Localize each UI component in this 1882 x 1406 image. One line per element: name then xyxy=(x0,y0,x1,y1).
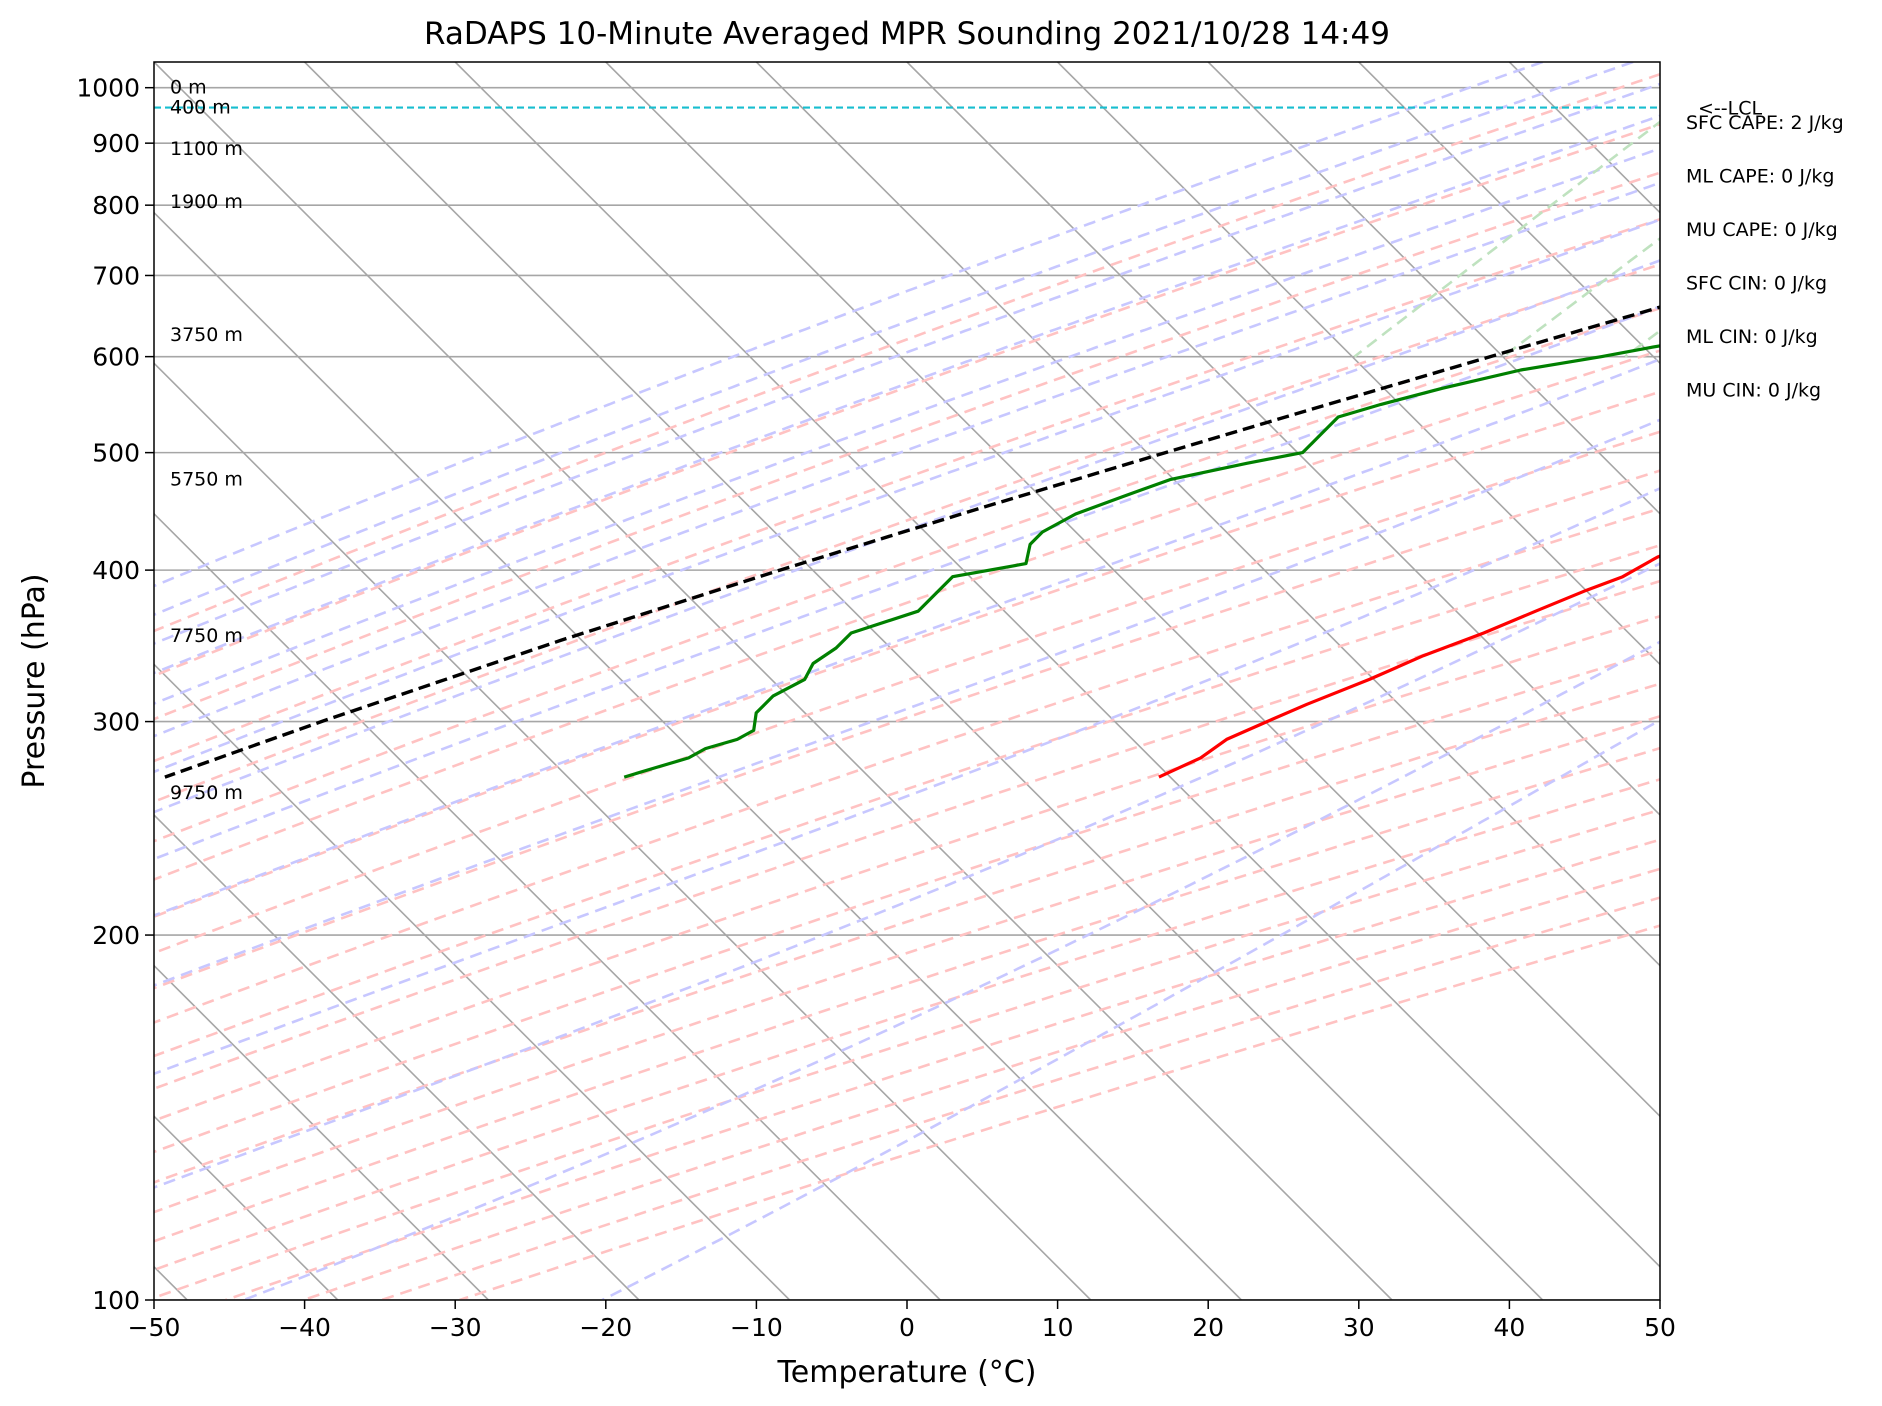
isotherm-line xyxy=(154,62,1393,1300)
dry-adiabat-line xyxy=(154,778,1660,1272)
moist-adiabat-line xyxy=(154,62,1544,588)
height-label: 3750 m xyxy=(170,324,243,346)
isotherm-line xyxy=(1508,62,1660,214)
index-readout: SFC CIN: 0 J/kg xyxy=(1686,273,1827,295)
temperature-profile-line xyxy=(1158,554,1660,779)
index-readout: ML CAPE: 0 J/kg xyxy=(1686,166,1834,188)
x-tick-label: −50 xyxy=(128,1313,181,1342)
dry-adiabat-line xyxy=(154,682,1660,1184)
isotherm-line xyxy=(154,964,489,1300)
isotherm-line xyxy=(454,62,1660,1268)
dry-adiabat-line xyxy=(154,469,1660,990)
index-readout: MU CAPE: 0 J/kg xyxy=(1686,219,1838,241)
dry-adiabat-line xyxy=(459,924,1660,1300)
height-label: 0 m xyxy=(170,77,207,99)
index-readout: ML CIN: 0 J/kg xyxy=(1686,326,1818,348)
mixing-ratio-line xyxy=(1353,120,1660,358)
isotherm-line xyxy=(154,813,640,1300)
dry-adiabat-line xyxy=(154,171,1660,721)
x-tick-label: 30 xyxy=(1343,1313,1375,1342)
height-label: 1900 m xyxy=(170,191,243,213)
isotherm-line xyxy=(1811,62,1882,1300)
moist-adiabat-line xyxy=(154,114,1660,675)
moist-adiabat-line xyxy=(154,147,1660,705)
dewpoint-profile-line xyxy=(623,344,1660,779)
height-label: 1100 m xyxy=(170,138,243,160)
y-tick-label: 500 xyxy=(92,439,140,468)
isotherm-line xyxy=(1358,62,1660,365)
y-tick-label: 900 xyxy=(92,129,140,158)
mixing-ratio-line xyxy=(1800,62,1882,357)
dry-adiabat-line xyxy=(154,306,1660,843)
x-tick-label: 40 xyxy=(1493,1313,1525,1342)
x-tick-label: 50 xyxy=(1644,1313,1676,1342)
y-axis-label: Pressure (hPa) xyxy=(17,573,52,788)
x-tick-label: 0 xyxy=(899,1313,915,1342)
isotherm-line xyxy=(1057,62,1660,666)
x-axis: −50 −40 −30 −20 −10 0 10 20 30 40 50 xyxy=(128,1300,1676,1342)
moist-adiabat-line xyxy=(601,718,1660,1300)
dry-adiabat-line xyxy=(154,72,1660,633)
y-tick-label: 100 xyxy=(92,1286,140,1315)
moist-adiabat-line xyxy=(154,259,1660,814)
y-tick-label: 1000 xyxy=(76,74,140,103)
chart-title: RaDAPS 10-Minute Averaged MPR Sounding 2… xyxy=(424,16,1390,52)
y-tick-label: 600 xyxy=(92,343,140,372)
y-tick-label: 300 xyxy=(92,708,140,737)
index-readout: MU CIN: 0 J/kg xyxy=(1686,380,1821,402)
moist-adiabat-line xyxy=(154,418,1660,987)
x-tick-label: −40 xyxy=(278,1313,331,1342)
dry-adiabat-line xyxy=(154,390,1660,919)
moist-adiabat-line xyxy=(154,305,1660,861)
y-tick-label: 200 xyxy=(92,921,140,950)
lcl-label: <--LCL xyxy=(1698,98,1762,120)
mixing-ratio-line xyxy=(1502,236,1660,358)
height-label: 400 m xyxy=(170,97,231,119)
dry-adiabat-line xyxy=(154,714,1660,1214)
height-label: 7750 m xyxy=(170,625,243,647)
stability-indices: SFC CAPE: 2 J/kg ML CAPE: 0 J/kg MU CAPE: … xyxy=(1686,112,1844,402)
dry-adiabat-line xyxy=(154,349,1660,881)
moist-adiabat-line xyxy=(243,640,1660,1300)
dry-adiabat-line xyxy=(154,543,1660,1058)
height-label: 5750 m xyxy=(170,469,243,491)
moist-adiabat-line xyxy=(154,62,1634,617)
background-lines xyxy=(154,62,1882,1300)
isotherm-line xyxy=(154,512,941,1300)
dry-adiabat-line xyxy=(154,649,1660,1154)
x-tick-label: 10 xyxy=(1042,1313,1074,1342)
index-readout: SFC CAPE: 2 J/kg xyxy=(1686,112,1844,134)
x-tick-label: −10 xyxy=(730,1313,783,1342)
dry-adiabat-line xyxy=(154,122,1660,678)
series-group xyxy=(154,106,1660,779)
isotherm-line xyxy=(906,62,1660,817)
y-tick-label: 700 xyxy=(92,261,140,290)
x-tick-label: 20 xyxy=(1192,1313,1224,1342)
isotherm-line xyxy=(605,62,1660,1118)
moist-adiabat-line xyxy=(154,357,1660,917)
x-tick-label: −20 xyxy=(579,1313,632,1342)
x-tick-label: −30 xyxy=(429,1313,482,1342)
y-tick-label: 400 xyxy=(92,556,140,585)
x-axis-label: Temperature (°C) xyxy=(777,1355,1037,1390)
isotherm-line xyxy=(154,663,791,1300)
isotherm-line xyxy=(154,362,1092,1300)
dry-adiabat-line xyxy=(154,614,1660,1122)
y-axis: 1000 900 800 700 600 500 400 300 200 100 xyxy=(76,74,154,1315)
height-label: 9750 m xyxy=(170,782,243,804)
isotherm-line xyxy=(755,62,1660,967)
y-tick-label: 800 xyxy=(92,191,140,220)
dry-adiabat-line xyxy=(225,838,1660,1300)
isotherm-line xyxy=(1659,62,1660,64)
isotherm-line xyxy=(304,62,1544,1300)
